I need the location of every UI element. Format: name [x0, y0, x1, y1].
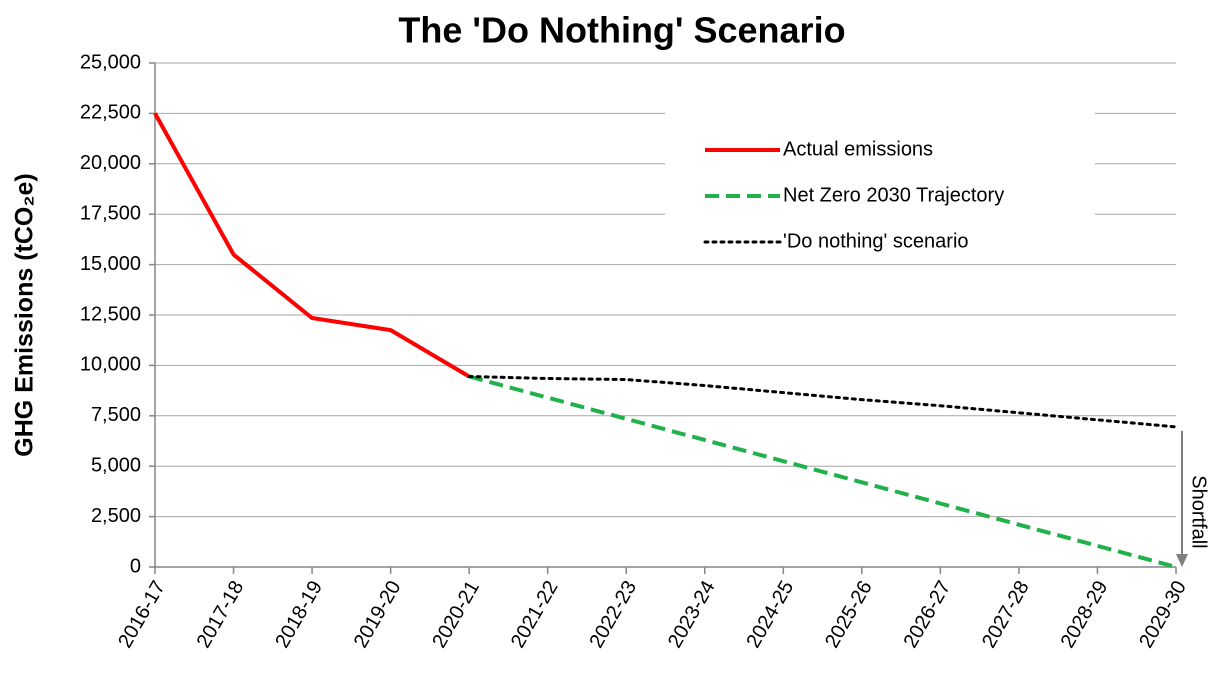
y-tick-label: 10,000: [80, 354, 141, 376]
x-tick-label: 2019-20: [350, 577, 406, 652]
x-tick-label: 2029-30: [1135, 577, 1191, 652]
series-line: [467, 374, 1178, 429]
y-tick-label: 0: [130, 555, 141, 577]
legend-box: [665, 110, 1095, 260]
y-tick-label: 12,500: [80, 303, 141, 325]
x-tick-label: 2022-23: [585, 577, 641, 652]
y-tick-label: 15,000: [80, 253, 141, 275]
x-tick-label: 2016-17: [114, 577, 170, 652]
legend-label: 'Do nothing' scenario: [783, 230, 969, 252]
y-tick-label: 5,000: [91, 454, 141, 476]
legend: Actual emissions Net Zero 2030 Trajectory…: [665, 110, 1095, 260]
y-tick-label: 25,000: [80, 51, 141, 73]
legend-label: Actual emissions: [783, 138, 933, 160]
series-line: [153, 112, 471, 379]
x-tick-label: 2017-18: [193, 577, 249, 652]
x-tick-label: 2025-26: [821, 577, 877, 652]
y-tick-label: 20,000: [80, 152, 141, 174]
legend-label: Net Zero 2030 Trajectory: [783, 184, 1004, 206]
y-tick-label: 2,500: [91, 505, 141, 527]
x-tick-label: 2021-22: [507, 577, 563, 652]
series-line: [468, 374, 1177, 569]
x-tick-label: 2027-28: [978, 577, 1034, 652]
x-tick-label: 2020-21: [428, 577, 484, 652]
y-axis-label: GHG Emissions (tCO₂e): [11, 173, 39, 456]
x-tick-label: 2026-27: [900, 577, 956, 652]
x-tick-label: 2024-25: [742, 577, 798, 652]
x-tick-label: 2018-19: [271, 577, 327, 652]
x-tick-label: 2028-29: [1057, 577, 1113, 652]
lines: [153, 112, 1178, 569]
y-tick-label: 17,500: [80, 202, 141, 224]
x-tick-label: 2023-24: [664, 577, 720, 652]
chart-title: The 'Do Nothing' Scenario: [398, 10, 845, 51]
y-tick-label: 22,500: [80, 102, 141, 124]
shortfall-arrowhead: [1176, 554, 1188, 567]
y-tick-label: 7,500: [91, 404, 141, 426]
annotation: Shortfall: [1188, 475, 1210, 548]
